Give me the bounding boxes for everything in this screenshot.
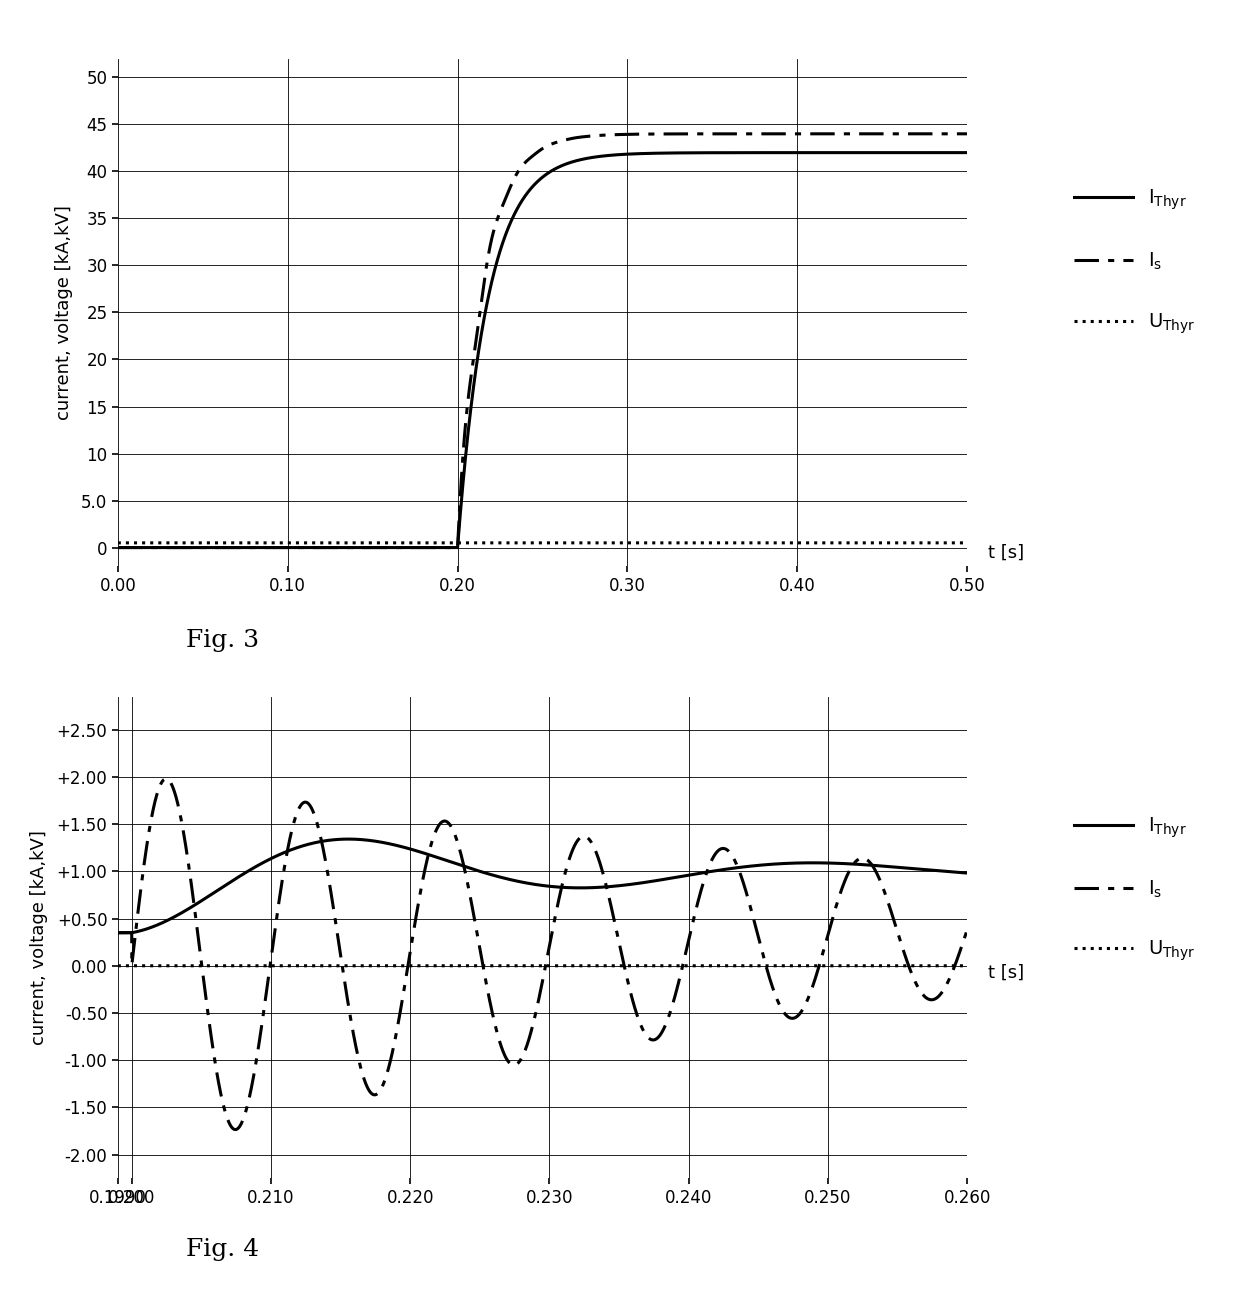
Legend: I$_{\mathrm{Thyr}}$, I$_{\mathrm{s}}$, U$_{\mathrm{Thyr}}$: I$_{\mathrm{Thyr}}$, I$_{\mathrm{s}}$, U… [1074,187,1195,336]
Text: t [s]: t [s] [988,963,1024,982]
Text: Fig. 4: Fig. 4 [186,1238,259,1262]
Y-axis label: current, voltage [kA,kV]: current, voltage [kA,kV] [30,829,48,1046]
Y-axis label: current, voltage [kA,kV]: current, voltage [kA,kV] [55,204,73,421]
Text: t [s]: t [s] [987,543,1024,561]
Legend: I$_{\mathrm{Thyr}}$, I$_{\mathrm{s}}$, U$_{\mathrm{Thyr}}$: I$_{\mathrm{Thyr}}$, I$_{\mathrm{s}}$, U… [1074,815,1195,963]
Text: Fig. 3: Fig. 3 [186,629,259,652]
